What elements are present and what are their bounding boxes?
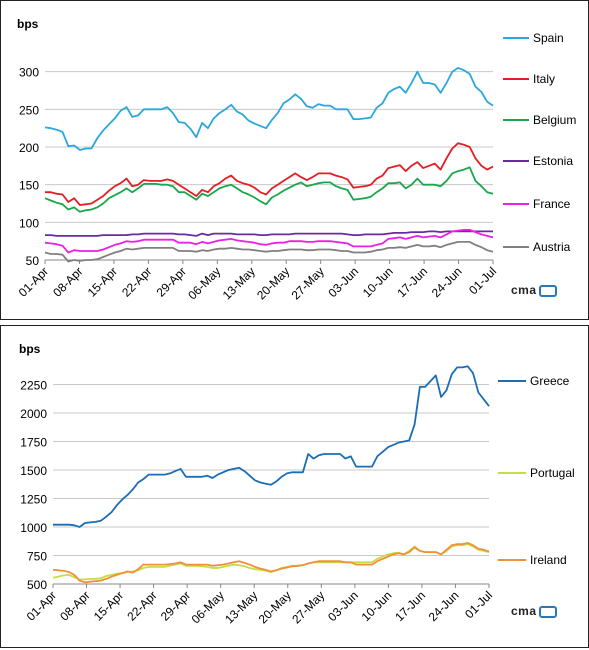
x-tick-label: 24-Jun xyxy=(429,264,465,300)
series-line-ireland xyxy=(52,542,490,584)
legend-label-austria: Austria xyxy=(533,240,571,254)
x-tick-label: 13-May xyxy=(220,264,258,302)
y-tick-label: 500 xyxy=(27,578,47,592)
logo-text: cma xyxy=(511,604,537,618)
y-tick-label: 2000 xyxy=(20,407,47,421)
chart-panel-spreads-core: bps 50 100 150 200 250 300 01-Apr 08-Apr 15-Apr 2… xyxy=(0,0,589,320)
x-tick-label: 17-Jun xyxy=(394,264,430,300)
legend-label-italy: Italy xyxy=(533,72,555,86)
x-tick-label: 27-May xyxy=(289,588,327,626)
x-tick-label: 01-Jul xyxy=(462,588,495,621)
x-tick-label: 27-May xyxy=(289,264,327,302)
x-tick-label: 24-Jun xyxy=(426,588,462,624)
y-axis-label: bps xyxy=(17,17,39,31)
x-tick-label: 01-Apr xyxy=(16,264,51,299)
y-tick-label: 1250 xyxy=(20,493,47,507)
x-tick-label: 20-May xyxy=(254,264,292,302)
chart-panel-spreads-periphery: bps 500 750 1000 1250 1500 1750 2000 2250 01-Apr… xyxy=(0,325,589,648)
x-tick-label: 29-Apr xyxy=(158,588,193,623)
legend-label-ireland: Ireland xyxy=(530,553,567,567)
x-tick-label: 03-Jun xyxy=(325,588,361,624)
series-line-spain xyxy=(44,67,494,151)
series-line-france xyxy=(44,228,494,254)
x-tick-label: 20-May xyxy=(256,588,294,626)
y-tick-label: 1500 xyxy=(20,464,47,478)
x-tick-label: 01-Jul xyxy=(466,264,499,297)
x-tick-label: 22-Apr xyxy=(124,588,159,623)
series-line-belgium xyxy=(44,166,494,213)
legend-label-estonia: Estonia xyxy=(533,154,573,168)
y-tick-label: 300 xyxy=(19,66,39,80)
logo-text: cma xyxy=(511,283,537,297)
cma-logo: cma xyxy=(511,283,557,297)
y-tick-label: 750 xyxy=(27,550,47,564)
line-chart-periphery: 500 750 1000 1250 1500 1750 2000 2250 01-Apr08-A… xyxy=(20,365,575,626)
legend-label-portugal: Portugal xyxy=(530,466,575,480)
x-tick-label: 13-May xyxy=(222,588,260,626)
legend-label-france: France xyxy=(533,197,571,211)
series-line-austria xyxy=(44,240,494,263)
x-tick-label: 06-May xyxy=(185,264,223,302)
line-chart-core: 50 100 150 200 250 300 01-Apr 08-Apr 15-Apr 22-Ap… xyxy=(16,31,577,302)
y-tick-label: 200 xyxy=(19,141,39,155)
x-tick-label: 08-Apr xyxy=(57,588,92,623)
cma-logo: cma xyxy=(511,604,557,618)
gridlines xyxy=(53,384,489,556)
x-tick-label: 01-Apr xyxy=(24,588,59,623)
x-tick-label: 29-Apr xyxy=(154,264,189,299)
x-tick-label: 10-Jun xyxy=(360,264,396,300)
y-tick-label: 1750 xyxy=(20,436,47,450)
y-tick-label: 50 xyxy=(26,254,40,268)
legend-label-greece: Greece xyxy=(530,374,570,388)
y-tick-label: 2250 xyxy=(20,379,47,393)
x-tick-label: 08-Apr xyxy=(50,264,85,299)
x-tick-label: 22-Apr xyxy=(119,264,154,299)
x-tick-label: 17-Jun xyxy=(392,588,428,624)
x-tick-label: 10-Jun xyxy=(359,588,395,624)
y-tick-label: 100 xyxy=(19,216,39,230)
legend-label-belgium: Belgium xyxy=(533,113,576,127)
y-tick-label: 250 xyxy=(19,103,39,117)
series-line-italy xyxy=(45,142,494,206)
x-tick-label: 15-Apr xyxy=(91,588,126,623)
x-tick-label: 15-Apr xyxy=(85,264,120,299)
x-tick-label: 06-May xyxy=(189,588,227,626)
series-line-greece xyxy=(53,365,490,528)
legend-label-spain: Spain xyxy=(533,31,564,45)
y-axis-label: bps xyxy=(19,342,41,356)
y-tick-label: 1000 xyxy=(20,521,47,535)
series-line-estonia xyxy=(45,230,493,237)
y-tick-label: 150 xyxy=(19,179,39,193)
x-tick-label: 03-Jun xyxy=(325,264,361,300)
